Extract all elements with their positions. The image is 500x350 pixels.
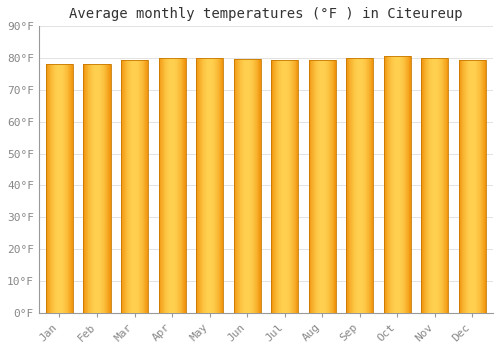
Bar [308, 60, 336, 313]
Bar [121, 60, 148, 313]
Bar [158, 58, 186, 313]
Bar [196, 58, 223, 313]
Bar [346, 58, 374, 313]
Bar [459, 60, 486, 313]
Bar [234, 59, 260, 313]
Title: Average monthly temperatures (°F ) in Citeureup: Average monthly temperatures (°F ) in Ci… [69, 7, 462, 21]
Bar [422, 58, 448, 313]
Bar [84, 63, 110, 313]
Bar [46, 63, 73, 313]
Bar [384, 56, 411, 313]
Bar [271, 60, 298, 313]
